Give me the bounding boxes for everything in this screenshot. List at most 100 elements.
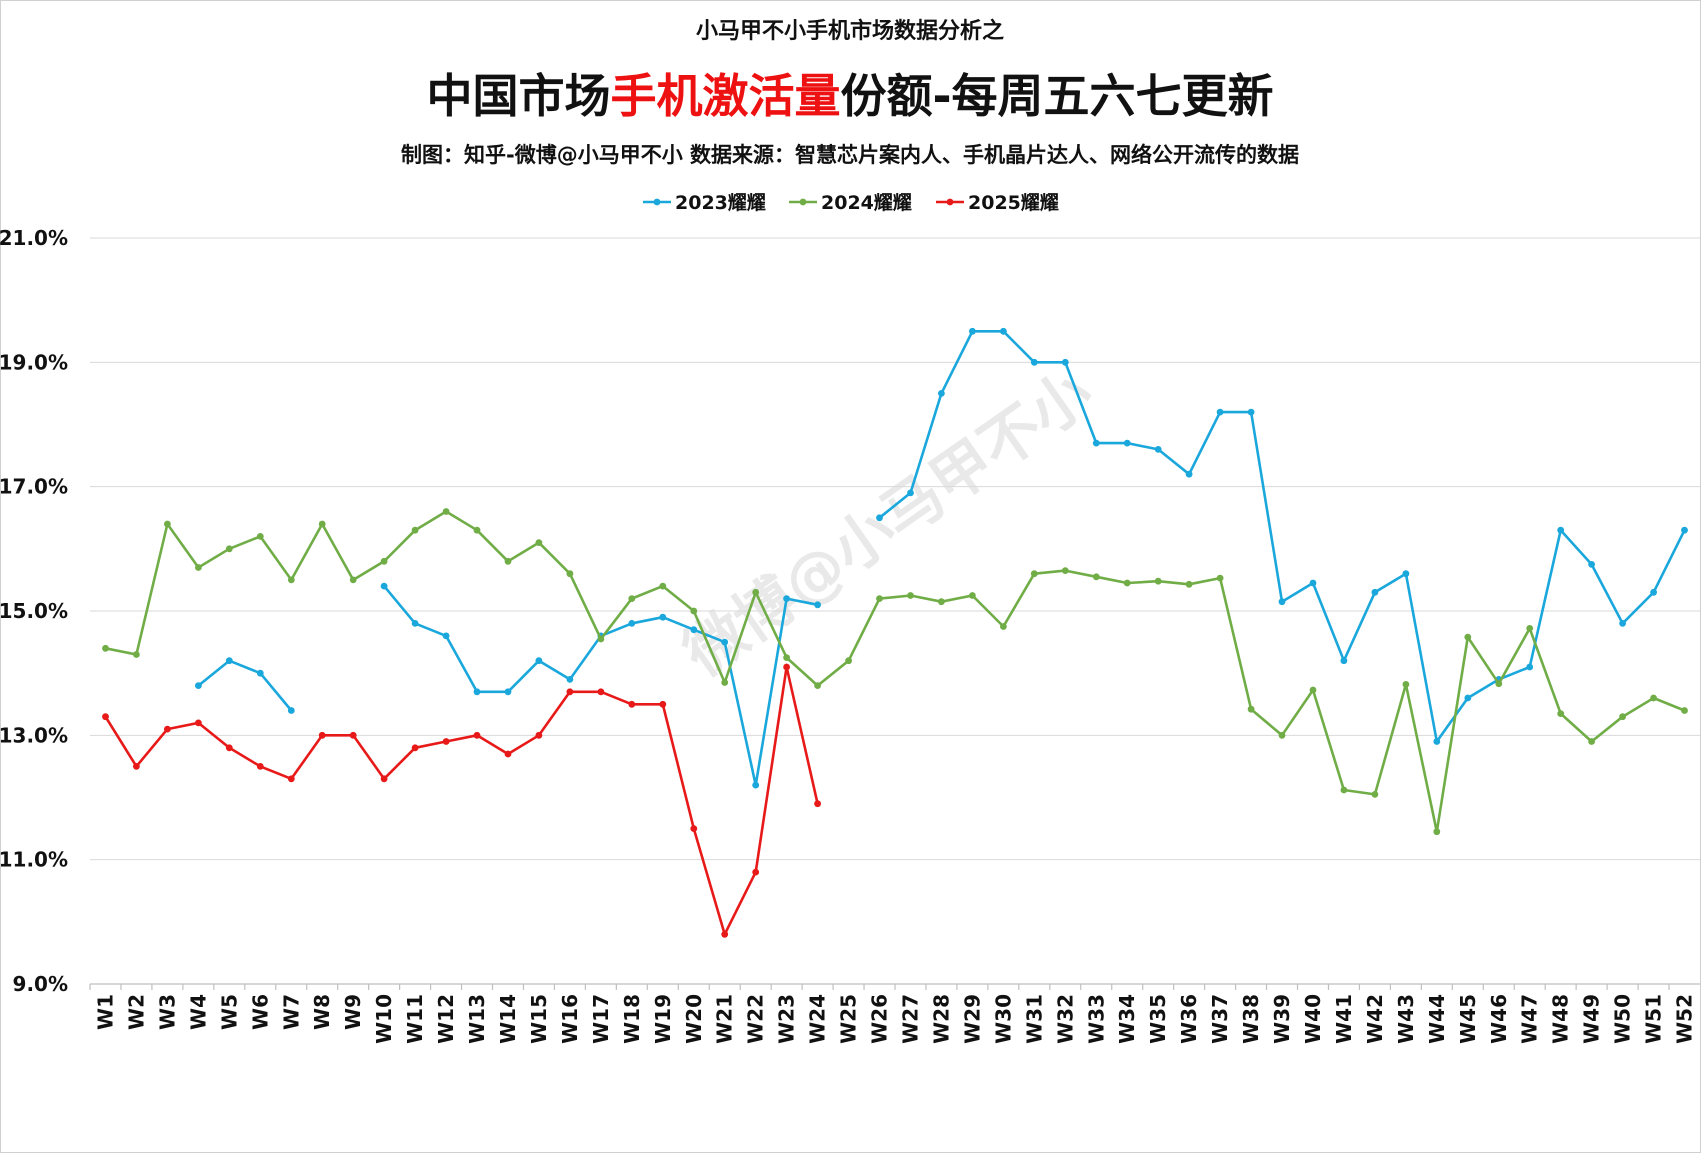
chart-subtitle: 制图：知乎-微博@小马甲不小 数据来源：智慧芯片案内人、手机晶片达人、网络公开流… bbox=[401, 143, 1299, 167]
data-point bbox=[566, 688, 574, 696]
data-point bbox=[504, 688, 512, 696]
data-point bbox=[504, 750, 512, 758]
y-tick-label: 11.0% bbox=[0, 848, 68, 872]
series-line bbox=[197, 659, 293, 712]
data-point bbox=[1402, 570, 1410, 578]
data-point bbox=[690, 626, 698, 634]
data-point bbox=[102, 644, 109, 652]
data-point bbox=[102, 713, 109, 721]
series-line bbox=[105, 510, 1685, 834]
data-point bbox=[1495, 680, 1503, 688]
legend-marker bbox=[946, 198, 954, 206]
data-point bbox=[690, 825, 698, 832]
data-point bbox=[907, 592, 914, 599]
data-point bbox=[535, 539, 543, 546]
data-point bbox=[659, 582, 667, 590]
data-point bbox=[752, 868, 760, 876]
data-point bbox=[690, 607, 698, 615]
data-point bbox=[442, 738, 450, 745]
data-point bbox=[1526, 663, 1534, 671]
data-point bbox=[473, 526, 481, 534]
x-tick-label: W44 bbox=[1425, 994, 1449, 1044]
y-tick-label: 9.0% bbox=[13, 972, 68, 996]
x-tick-label: W48 bbox=[1549, 994, 1573, 1044]
data-point bbox=[628, 700, 636, 708]
data-point bbox=[164, 520, 171, 528]
data-point bbox=[1619, 713, 1626, 721]
chart-title-part1: 中国市场 bbox=[426, 69, 610, 123]
data-point bbox=[1247, 705, 1255, 713]
chart-title-part3: 份额-每周五六七更新 bbox=[840, 69, 1273, 123]
data-point bbox=[442, 508, 450, 515]
series-2 bbox=[102, 508, 1688, 836]
data-point bbox=[256, 533, 264, 540]
data-point bbox=[1278, 598, 1286, 606]
x-tick-label: W3 bbox=[155, 994, 179, 1030]
x-tick-label: W2 bbox=[124, 994, 148, 1030]
x-tick-label: W5 bbox=[217, 994, 241, 1030]
data-point bbox=[1247, 408, 1255, 416]
x-tick-label: W47 bbox=[1518, 994, 1542, 1044]
x-tick-label: W24 bbox=[806, 994, 830, 1044]
x-tick-label: W27 bbox=[898, 994, 922, 1044]
legend-marker bbox=[653, 198, 661, 206]
x-tick-label: W52 bbox=[1673, 994, 1697, 1044]
data-point bbox=[1309, 686, 1317, 694]
data-point bbox=[442, 632, 450, 640]
data-point bbox=[1619, 620, 1626, 627]
data-point bbox=[1278, 731, 1286, 739]
x-tick-label: W36 bbox=[1177, 994, 1201, 1044]
data-point bbox=[783, 654, 790, 661]
data-point bbox=[628, 595, 636, 602]
data-point bbox=[597, 688, 605, 696]
x-tick-label: W20 bbox=[682, 994, 706, 1044]
data-point bbox=[907, 489, 914, 497]
x-tick-label: W14 bbox=[496, 994, 520, 1044]
chart-title: 中国市场手机激活量份额-每周五六七更新 bbox=[426, 69, 1273, 123]
x-tick-label: W33 bbox=[1084, 994, 1108, 1044]
x-tick-label: W4 bbox=[186, 994, 210, 1030]
data-point bbox=[1402, 681, 1410, 688]
x-tick-label: W35 bbox=[1146, 994, 1170, 1044]
data-point bbox=[133, 651, 140, 658]
legend-item: 2024耀耀 bbox=[789, 192, 912, 214]
data-point bbox=[473, 688, 481, 696]
data-point bbox=[473, 731, 481, 739]
x-tick-label: W41 bbox=[1332, 994, 1356, 1044]
data-point bbox=[225, 657, 233, 665]
data-point bbox=[380, 557, 388, 565]
data-point bbox=[721, 930, 729, 938]
data-point bbox=[1216, 408, 1224, 416]
x-tick-label: W18 bbox=[620, 994, 644, 1044]
x-tick-label: W21 bbox=[713, 994, 737, 1044]
legend-item: 2023耀耀 bbox=[643, 192, 766, 214]
data-point bbox=[504, 557, 512, 565]
x-tick-label: W12 bbox=[434, 994, 458, 1044]
data-point bbox=[225, 744, 233, 752]
chart-legend: 2023耀耀 2024耀耀 2025耀耀 bbox=[643, 192, 1059, 214]
data-point bbox=[164, 725, 171, 733]
data-point bbox=[1650, 588, 1657, 596]
data-point bbox=[411, 526, 419, 534]
x-tick-label: W30 bbox=[991, 994, 1015, 1044]
x-tick-label: W38 bbox=[1239, 994, 1263, 1044]
x-tick-label: W10 bbox=[372, 994, 396, 1044]
x-tick-label: W40 bbox=[1301, 994, 1325, 1044]
data-point bbox=[566, 676, 574, 683]
x-tick-label: W42 bbox=[1363, 994, 1387, 1044]
x-tick-label: W6 bbox=[248, 994, 272, 1030]
x-tick-label: W46 bbox=[1487, 994, 1511, 1044]
x-tick-label: W37 bbox=[1208, 994, 1232, 1044]
data-point bbox=[380, 582, 388, 590]
data-point bbox=[318, 520, 326, 528]
data-point bbox=[1557, 710, 1565, 717]
x-tick-label: W22 bbox=[744, 994, 768, 1044]
data-point bbox=[133, 763, 140, 770]
x-tick-label: W19 bbox=[651, 994, 675, 1044]
data-point bbox=[845, 657, 852, 665]
data-point bbox=[597, 635, 605, 643]
data-point bbox=[287, 576, 295, 584]
data-point bbox=[535, 657, 543, 665]
data-point bbox=[1092, 439, 1100, 447]
